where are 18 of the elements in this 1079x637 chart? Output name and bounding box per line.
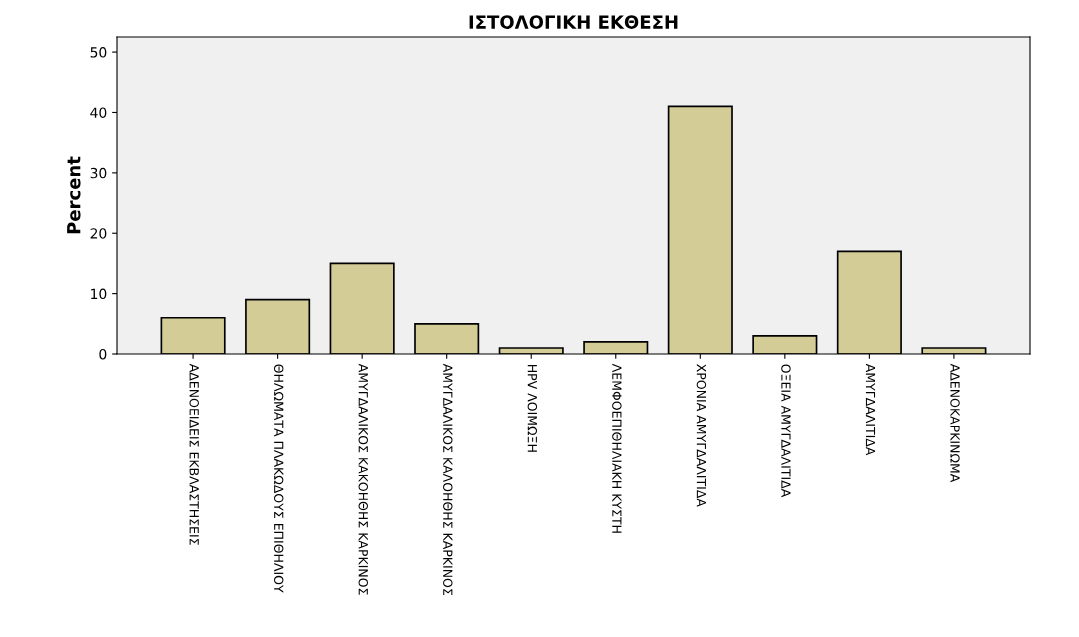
x-tick-label: HPV ΛΟΙΜΩΞΗ [527,364,538,452]
x-tick-label: ΟΞΕΙΑ ΑΜΥΓΔΑΛΙΤΙΔΑ [781,364,791,498]
y-tick-label: 40 [90,107,107,118]
x-tick-label: ΑΜΥΓΔΑΛΙΤΙΔΑ [865,363,876,456]
y-tick-label: 10 [91,288,107,300]
x-tick-label: ΧΡΟΝΙΑ ΑΜΥΓΔΑΛΙΤΙΔΑ [696,364,707,507]
chart-title: ΙΣΤΟΛΟΓΙΚΗ ΕΚΘΕΣΗ [469,15,678,29]
y-tick-label: 50 [90,47,107,58]
y-axis-title: Percent [67,156,81,234]
y-tick-label: 30 [90,167,107,179]
y-tick-label: 20 [90,228,107,239]
x-tick-label: ΑΜΥΓΔΑΛΙΚΟΣ ΚΑΚΟΗΘΗΣ ΚΑΡΚΙΝΟΣ [358,363,368,595]
x-tick-label: ΑΔΕΝΟΕΙΔΕΙΣ ΕΚΒΛΑΣΤΗΣΕΙΣ [189,363,199,545]
x-tick-label: ΘΗΛΩΜΑΤΑ ΠΛΑΚΩΔΟΥΣ ΕΠΙΘΗΛΙΟΥ [273,364,284,593]
x-tick-label: ΑΜΥΓΔΑΛΙΚΟΣ ΚΑΛΟΗΘΗΣ ΚΑΡΚΙΝΟΣ [443,363,453,596]
y-tick-label: 0 [99,348,107,360]
x-tick-label: ΛΕΜΦΟΕΠΙΘΗΛΙΑΚΗ ΚΥΣΤΗ [612,363,622,533]
x-tick-label: ΑΔΕΝΟΚΑΡΚΙΝΩΜΑ [950,363,960,483]
